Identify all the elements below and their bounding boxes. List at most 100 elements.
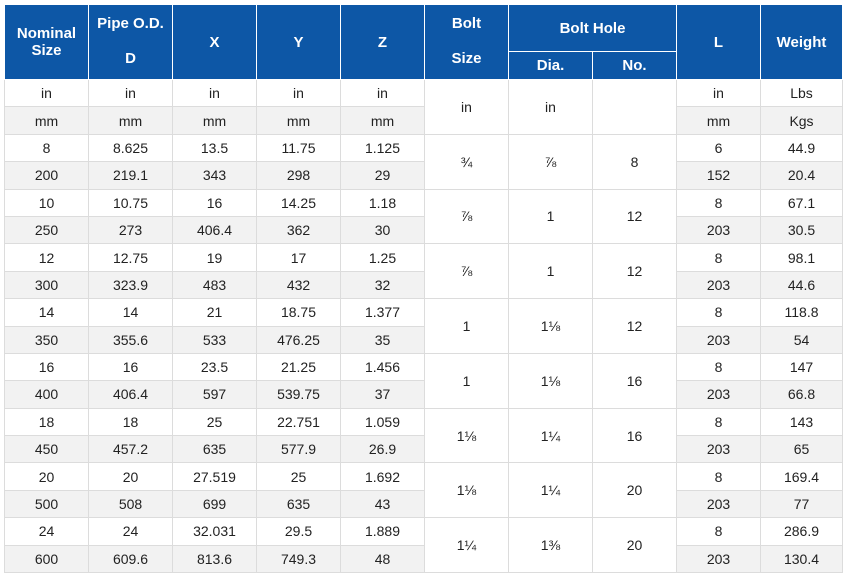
bolt-hole-dia-cell: 1⅛ [508, 352, 593, 409]
header-y: Y [256, 4, 341, 80]
y-cell: 21.25 [256, 352, 341, 382]
l-cell: 8 [676, 407, 761, 437]
table-row-mm: 600 609.6 813.6 749.3 48 203 130.4 [4, 544, 843, 574]
unit-cell: in [88, 78, 173, 108]
pipe-od-cell: 355.6 [88, 325, 173, 354]
l-cell: 203 [676, 435, 761, 464]
weight-cell: 98.1 [760, 243, 843, 272]
nominal-size-cell: 12 [4, 243, 89, 272]
weight-cell: 118.8 [760, 298, 843, 327]
x-cell: 343 [172, 161, 257, 190]
nominal-size-cell: 450 [4, 435, 89, 464]
nominal-size-cell: 600 [4, 544, 89, 574]
nominal-size-cell: 500 [4, 489, 89, 519]
pipe-od-cell: 609.6 [88, 544, 173, 574]
unit-cell: mm [88, 106, 173, 135]
pipe-od-cell: 10.75 [88, 188, 173, 217]
table-row-in: 10 10.75 16 14.25 1.18 ⅞ 1 12 8 67.1 [4, 188, 843, 245]
units-row-in: in in in in in in in in Lbs [4, 78, 843, 135]
header-weight: Weight [760, 4, 843, 80]
header-z: Z [340, 4, 425, 80]
pipe-od-cell: 508 [88, 489, 173, 519]
nominal-size-cell: 20 [4, 462, 89, 491]
y-cell: 18.75 [256, 298, 341, 327]
z-cell: 29 [340, 161, 425, 190]
z-cell: 1.125 [340, 133, 425, 163]
x-cell: 699 [172, 489, 257, 519]
header-bolt-bottom: Size [451, 50, 482, 67]
header-nominal-size: Nominal Size [4, 4, 89, 80]
nominal-size-cell: 16 [4, 352, 89, 382]
y-cell: 14.25 [256, 188, 341, 217]
z-cell: 32 [340, 270, 425, 300]
table-row-mm: 300 323.9 483 432 32 203 44.6 [4, 270, 843, 300]
bolt-hole-dia-cell: 1¼ [508, 407, 593, 464]
z-cell: 37 [340, 380, 425, 409]
table-row-mm: 400 406.4 597 539.75 37 203 66.8 [4, 380, 843, 409]
z-cell: 1.456 [340, 352, 425, 382]
nominal-size-cell: 350 [4, 325, 89, 354]
unit-cell: in [172, 78, 257, 108]
table-row-in: 14 14 21 18.75 1.377 1 1⅛ 12 8 118.8 [4, 298, 843, 354]
bolt-hole-no-cell: 20 [592, 462, 677, 519]
units-row-mm: mm mm mm mm mm mm Kgs [4, 106, 843, 135]
weight-cell: 44.9 [760, 133, 843, 163]
weight-cell: 65 [760, 435, 843, 464]
unit-cell: Lbs [760, 78, 843, 108]
pipe-od-cell: 12.75 [88, 243, 173, 272]
y-cell: 298 [256, 161, 341, 190]
l-cell: 8 [676, 298, 761, 327]
table-row-in: 8 8.625 13.5 11.75 1.125 ¾ ⅞ 8 6 44.9 [4, 133, 843, 190]
bolt-hole-dia-cell: ⅞ [508, 133, 593, 190]
bolt-hole-dia-cell: 1¼ [508, 462, 593, 519]
bolt-hole-no-cell: 12 [592, 188, 677, 245]
unit-cell-dia: in [508, 79, 593, 135]
z-cell: 1.059 [340, 407, 425, 437]
z-cell: 43 [340, 489, 425, 519]
unit-cell: in [676, 78, 761, 108]
bolt-size-cell: 1¼ [424, 517, 509, 574]
unit-cell: in [340, 78, 425, 108]
l-cell: 203 [676, 270, 761, 300]
l-cell: 203 [676, 544, 761, 574]
table-row-mm: 450 457.2 635 577.9 26.9 203 65 [4, 435, 843, 464]
bolt-hole-no-cell: 16 [592, 352, 677, 409]
x-cell: 16 [172, 188, 257, 217]
l-cell: 203 [676, 215, 761, 245]
y-cell: 635 [256, 489, 341, 519]
z-cell: 30 [340, 215, 425, 245]
x-cell: 23.5 [172, 352, 257, 382]
table-row-in: 18 18 25 22.751 1.059 1⅛ 1¼ 16 8 143 [4, 407, 843, 464]
pipe-od-cell: 323.9 [88, 270, 173, 300]
l-cell: 8 [676, 243, 761, 272]
nominal-size-cell: 250 [4, 215, 89, 245]
bolt-hole-no-cell: 12 [592, 298, 677, 354]
x-cell: 635 [172, 435, 257, 464]
y-cell: 476.25 [256, 325, 341, 354]
bolt-size-cell: 1⅛ [424, 462, 509, 519]
bolt-size-cell: ⅞ [424, 188, 509, 245]
weight-cell: 44.6 [760, 270, 843, 300]
weight-cell: 20.4 [760, 161, 843, 190]
weight-cell: 67.1 [760, 188, 843, 217]
table-row-mm: 200 219.1 343 298 29 152 20.4 [4, 161, 843, 190]
table-row-in: 12 12.75 19 17 1.25 ⅞ 1 12 8 98.1 [4, 243, 843, 300]
y-cell: 432 [256, 270, 341, 300]
nominal-size-cell: 200 [4, 161, 89, 190]
header-pipe-od-bottom: D [125, 50, 136, 67]
z-cell: 35 [340, 325, 425, 354]
nominal-size-cell: 10 [4, 188, 89, 217]
l-cell: 8 [676, 352, 761, 382]
table-row-in: 24 24 32.031 29.5 1.889 1¼ 1⅜ 20 8 286.9 [4, 517, 843, 574]
z-cell: 26.9 [340, 435, 425, 464]
z-cell: 1.889 [340, 517, 425, 546]
weight-cell: 77 [760, 489, 843, 519]
nominal-size-cell: 8 [4, 133, 89, 163]
nominal-size-cell: 400 [4, 380, 89, 409]
z-cell: 1.25 [340, 243, 425, 272]
l-cell: 8 [676, 188, 761, 217]
y-cell: 749.3 [256, 544, 341, 574]
x-cell: 406.4 [172, 215, 257, 245]
pipe-od-cell: 20 [88, 462, 173, 491]
unit-cell: mm [256, 106, 341, 135]
